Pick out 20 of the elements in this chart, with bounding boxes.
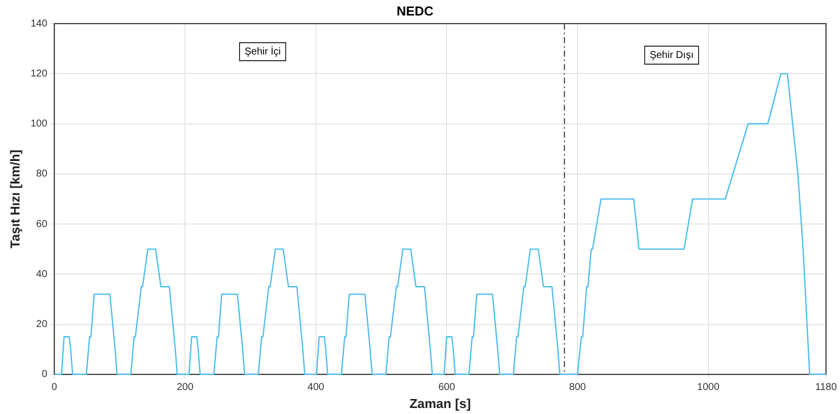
annotation: Şehir Dışı [650, 50, 694, 61]
x-tick-label: 1180 [815, 382, 838, 394]
x-tick-label: 0 [52, 382, 58, 394]
y-tick-label: 60 [36, 218, 48, 230]
y-tick-label: 0 [42, 369, 48, 380]
y-axis-title: Taşıt Hızı [km/h] [7, 150, 22, 248]
x-tick-label: 600 [438, 382, 456, 394]
x-tick-label: 1000 [697, 382, 720, 394]
y-tick-label: 140 [30, 18, 48, 30]
x-tick-label: 400 [308, 382, 325, 394]
y-tick-label: 120 [30, 68, 48, 80]
y-tick-label: 20 [36, 319, 48, 330]
annotation: Şehir İçi [244, 45, 281, 58]
y-tick-label: 100 [30, 118, 48, 130]
x-tick-label: 800 [569, 382, 586, 394]
y-tick-label: 40 [36, 268, 48, 280]
x-tick-label: 200 [176, 382, 194, 394]
x-axis-title: Zaman [s] [409, 396, 471, 411]
chart-title: NEDC [396, 3, 434, 18]
y-tick-label: 80 [36, 168, 48, 180]
